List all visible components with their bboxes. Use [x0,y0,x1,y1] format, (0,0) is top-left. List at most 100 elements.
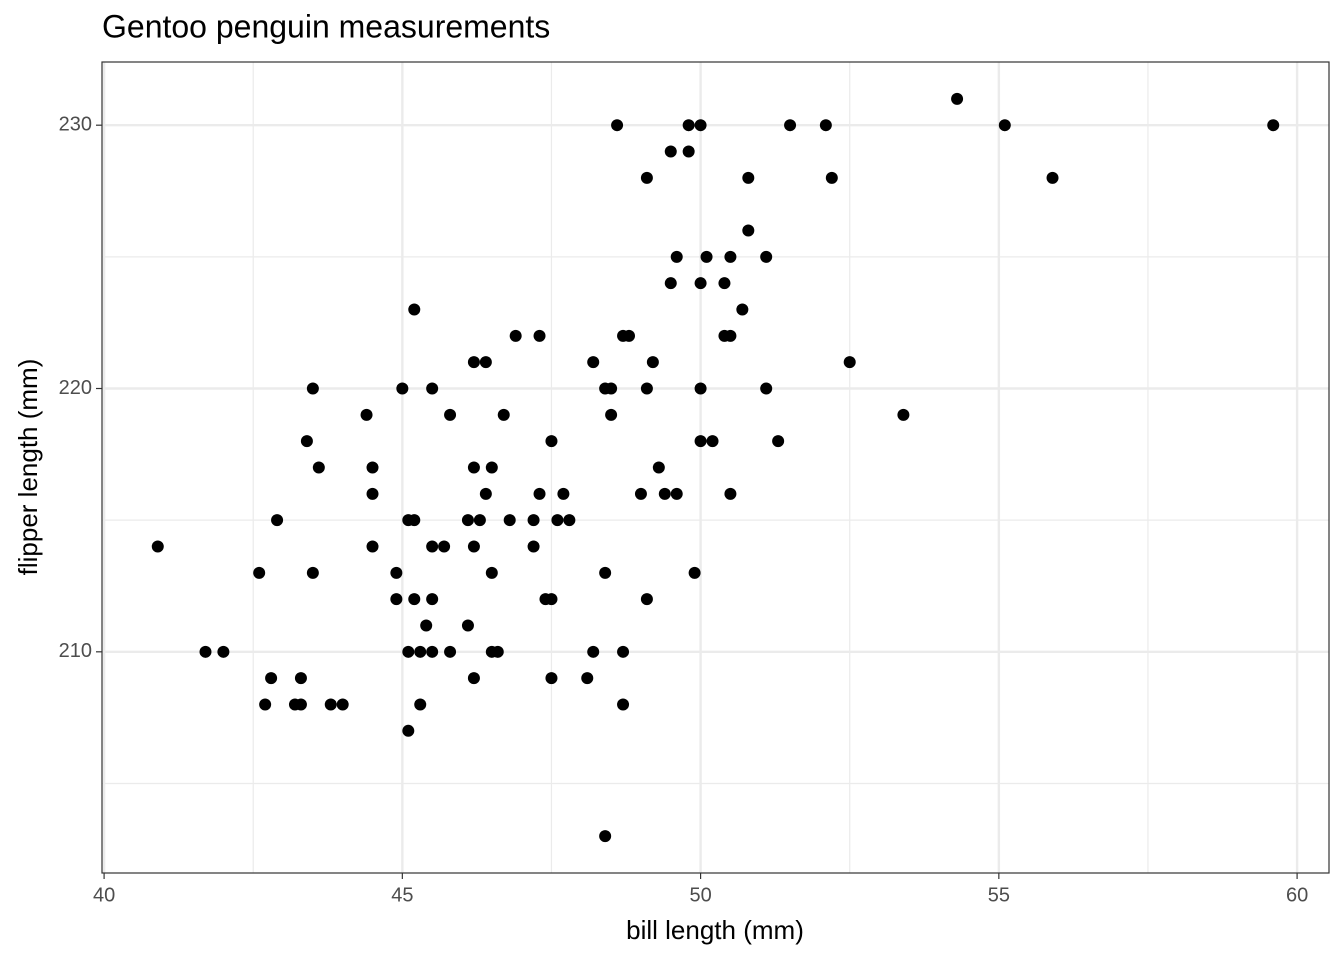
point [587,645,600,658]
point [533,329,546,342]
panel-border [101,61,1330,874]
point [467,540,480,553]
point [694,435,707,448]
point [706,435,719,448]
point [426,382,439,395]
point [444,408,457,421]
point [760,250,773,263]
y-tick-label: 230 [59,113,92,135]
point [736,303,749,316]
point [438,540,451,553]
point [784,119,797,132]
point [527,514,540,527]
point [414,698,427,711]
point [1046,171,1059,184]
point [694,119,707,132]
point [467,672,480,685]
point [951,92,964,105]
point [611,119,624,132]
point [366,540,379,553]
point [724,250,737,263]
point [640,593,653,606]
point [271,514,284,527]
point [306,382,319,395]
point [199,645,212,658]
y-axis-label: flipper length (mm) [13,359,43,576]
point [390,593,403,606]
chart-title: Gentoo penguin measurements [102,8,550,44]
point [467,461,480,474]
point [742,224,755,237]
point [772,435,785,448]
point [467,356,480,369]
point [414,645,427,658]
point [217,645,230,658]
point [545,672,558,685]
point [300,435,313,448]
point [742,171,755,184]
point [408,593,421,606]
point [402,645,415,658]
point [324,698,337,711]
point [294,672,307,685]
point [617,698,630,711]
point [485,566,498,579]
point [640,382,653,395]
point [265,672,278,685]
point [408,514,421,527]
x-axis-label: bill length (mm) [626,915,804,945]
point [294,698,307,711]
point [587,356,600,369]
point [599,566,612,579]
point [670,250,683,263]
point [509,329,522,342]
point [545,435,558,448]
point [652,461,665,474]
point [402,724,415,737]
point [819,119,832,132]
x-tick-label: 60 [1286,884,1308,906]
point [545,593,558,606]
point [479,356,492,369]
point [634,487,647,500]
point [497,408,510,421]
x-tick-label: 50 [689,884,711,906]
point [485,461,498,474]
point [998,119,1011,132]
point [694,382,707,395]
point [527,540,540,553]
point [700,250,713,263]
point [503,514,516,527]
point [390,566,403,579]
point [461,619,474,632]
point [646,356,659,369]
point [760,382,773,395]
point [581,672,594,685]
point [491,645,504,658]
point [640,171,653,184]
point [306,566,319,579]
point [897,408,910,421]
point [461,514,474,527]
point [718,277,731,290]
point [444,645,457,658]
point [682,145,695,158]
point [557,487,570,500]
point [360,408,373,421]
point [408,303,421,316]
y-tick-label: 210 [59,640,92,662]
point [825,171,838,184]
point [682,119,695,132]
point [366,461,379,474]
point [563,514,576,527]
point [724,329,737,342]
point [426,540,439,553]
point [843,356,856,369]
point [312,461,325,474]
point [336,698,349,711]
point [420,619,433,632]
point [724,487,737,500]
point [426,645,439,658]
point [533,487,546,500]
